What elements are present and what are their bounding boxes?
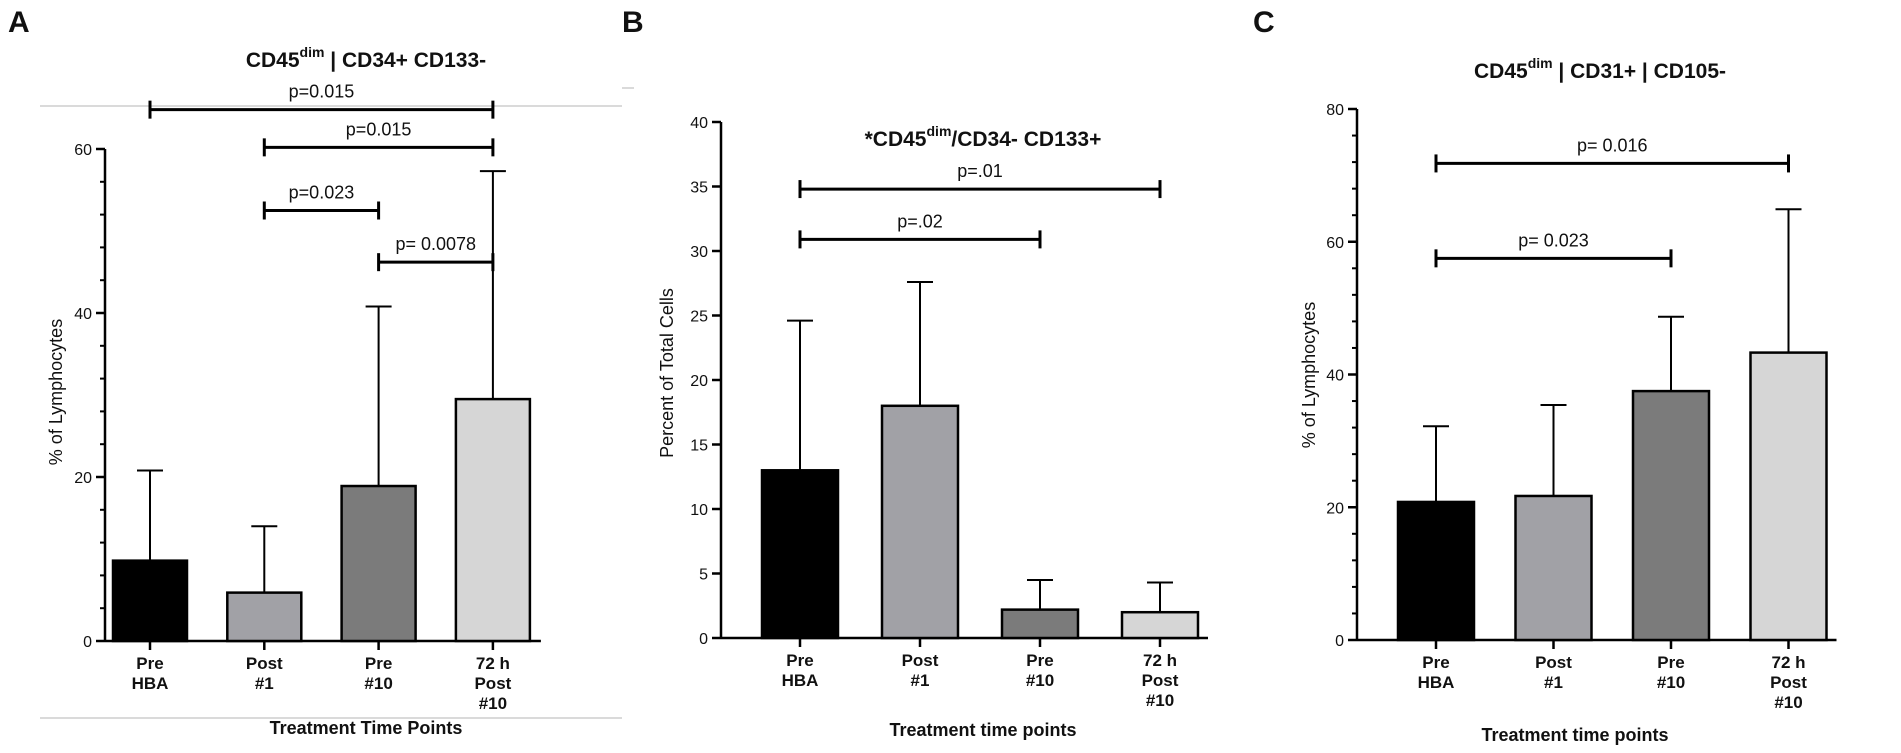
bar-c-2 bbox=[1514, 494, 1593, 642]
p-value-label-c: p= 0.016 bbox=[1577, 135, 1648, 155]
y-tick-label-b: 25 bbox=[690, 309, 708, 326]
bar-b-4 bbox=[1120, 610, 1200, 640]
p-value-label-b: p=.01 bbox=[957, 161, 1003, 181]
panel-c: C CD45dim | CD31+ | CD105- 0 20 40 60 80 Pre H… bbox=[1253, 6, 1837, 745]
y-tick-label-b: 0 bbox=[699, 631, 708, 648]
category-label-b-2: Post #1 bbox=[902, 651, 939, 690]
bar-c-4 bbox=[1749, 351, 1828, 642]
category-label-b-4: 72 h Post #10 bbox=[1142, 651, 1179, 710]
title-sup-b: dim bbox=[927, 123, 952, 139]
title-prefix-c: CD45 bbox=[1474, 60, 1528, 83]
chart-title-b: *CD45dim/CD34- CD133+ bbox=[865, 123, 1102, 151]
x-axis-label-c: Treatment time points bbox=[1481, 725, 1668, 745]
y-tick-label-c: 80 bbox=[1326, 102, 1344, 119]
category-label-a-1: Pre HBA bbox=[132, 654, 169, 693]
bar-a-1 bbox=[111, 559, 189, 643]
y-tick-label-a: 40 bbox=[74, 306, 92, 323]
panel-b: B *CD45dim/CD34- CD133+ 0 5 10 15 20 25 30 35 40… bbox=[622, 6, 1208, 740]
category-label-c-1: Pre HBA bbox=[1418, 653, 1455, 692]
category-label-a-3: Pre #10 bbox=[364, 654, 392, 693]
y-tick-label-c: 60 bbox=[1326, 235, 1344, 252]
x-axis-label-b: Treatment time points bbox=[889, 720, 1076, 740]
bar-b-1 bbox=[760, 469, 840, 640]
bar-a-2 bbox=[226, 591, 303, 643]
category-label-c-4: 72 h Post #10 bbox=[1770, 653, 1807, 712]
y-tick-label-a: 60 bbox=[74, 142, 92, 159]
y-axis-label-c: % of Lymphocytes bbox=[1299, 302, 1319, 448]
p-value-label-c: p= 0.023 bbox=[1518, 230, 1589, 250]
y-tick-label-a: 0 bbox=[83, 634, 92, 651]
category-label-c-2: Post #1 bbox=[1535, 653, 1572, 692]
category-label-a-4: 72 h Post #10 bbox=[474, 654, 511, 713]
category-label-b-1: Pre HBA bbox=[782, 651, 819, 690]
title-sup-a: dim bbox=[300, 44, 325, 60]
y-axis-label-b: Percent of Total Cells bbox=[657, 288, 677, 458]
y-tick-label-b: 10 bbox=[690, 502, 708, 519]
p-value-label-a: p=0.015 bbox=[346, 119, 412, 139]
y-axis-label-a: % of Lymphocytes bbox=[46, 319, 66, 465]
y-tick-label-b: 30 bbox=[690, 244, 708, 261]
y-tick-label-c: 20 bbox=[1326, 500, 1344, 517]
p-value-label-a: p=0.015 bbox=[289, 82, 355, 102]
category-label-b-3: Pre #10 bbox=[1026, 651, 1054, 690]
plot-area-a: 0 20 40 60 Pre HBA Post #1 Pre #10 72 h Post #10 p=0.… bbox=[74, 82, 541, 713]
bar-a-4 bbox=[454, 397, 532, 643]
y-tick-label-b: 5 bbox=[699, 567, 708, 584]
title-prefix-a: CD45 bbox=[246, 49, 300, 72]
chart-title-a: CD45dim | CD34+ CD133- bbox=[246, 44, 486, 72]
y-tick-label-b: 20 bbox=[690, 373, 708, 390]
panel-a: A CD45dim | CD34+ CD133- 0 20 40 60 Pre HBA Po… bbox=[8, 6, 634, 738]
title-suffix-b: /CD34- CD133+ bbox=[951, 128, 1101, 151]
category-label-a-2: Post #1 bbox=[246, 654, 283, 693]
y-tick-label-a: 20 bbox=[74, 470, 92, 487]
title-sup-c: dim bbox=[1528, 55, 1553, 71]
title-suffix-c: | CD31+ | CD105- bbox=[1553, 60, 1726, 83]
panel-letter-c: C bbox=[1253, 6, 1275, 39]
y-tick-label-b: 15 bbox=[690, 438, 708, 455]
y-tick-label-b: 35 bbox=[690, 180, 708, 197]
p-value-label-a: p= 0.0078 bbox=[395, 234, 476, 254]
bar-b-3 bbox=[1000, 608, 1080, 640]
p-value-label-a: p=0.023 bbox=[289, 183, 355, 203]
y-tick-label-b: 40 bbox=[690, 115, 708, 132]
panel-letter-b: B bbox=[622, 6, 644, 39]
bar-c-3 bbox=[1631, 389, 1711, 642]
chart-title-c: CD45dim | CD31+ | CD105- bbox=[1474, 55, 1726, 83]
plot-area-b: 0 5 10 15 20 25 30 35 40 Pre HBA Post #1 Pre #10 72 h Po… bbox=[690, 115, 1208, 710]
y-tick-label-c: 40 bbox=[1326, 368, 1344, 385]
title-prefix-b: *CD45 bbox=[865, 128, 927, 151]
bar-a-3 bbox=[340, 484, 417, 643]
plot-area-c: 0 20 40 60 80 Pre HBA Post #1 Pre #10 72 h Post #10 p=… bbox=[1326, 102, 1837, 712]
panel-letter-a: A bbox=[8, 6, 30, 39]
title-suffix-a: | CD34+ CD133- bbox=[324, 49, 486, 72]
y-tick-label-c: 0 bbox=[1335, 633, 1344, 650]
bar-b-2 bbox=[880, 404, 960, 640]
p-value-label-b: p=.02 bbox=[897, 211, 943, 231]
bar-c-1 bbox=[1396, 500, 1476, 642]
x-axis-label-a: Treatment Time Points bbox=[270, 718, 463, 738]
category-label-c-3: Pre #10 bbox=[1657, 653, 1685, 692]
